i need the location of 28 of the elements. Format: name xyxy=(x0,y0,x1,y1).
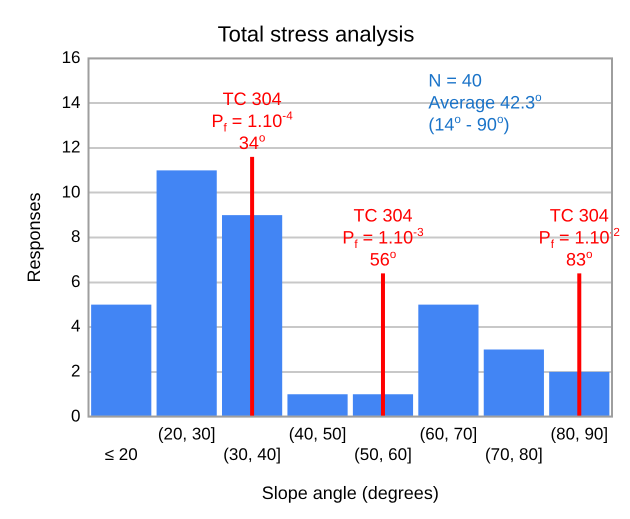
y-tick-label: 8 xyxy=(71,227,81,246)
bar xyxy=(222,215,282,416)
bar xyxy=(352,394,414,416)
bar xyxy=(91,304,152,416)
x-tick-label: (40, 50] xyxy=(288,424,346,444)
x-tick-label: (30, 40] xyxy=(223,444,281,464)
y-tick-label: 14 xyxy=(62,92,81,112)
y-tick-label: 6 xyxy=(71,272,81,291)
x-tick-label: (70, 80] xyxy=(485,444,543,464)
x-axis-title: Slope angle (degrees) xyxy=(262,483,439,504)
bar xyxy=(287,394,348,416)
x-tick-label: (60, 70] xyxy=(420,424,478,444)
x-tick-label: (80, 90] xyxy=(550,424,608,444)
x-tick-label: (20, 30] xyxy=(158,424,216,444)
y-axis-title: Responses xyxy=(24,192,44,283)
x-tick-label: (50, 60] xyxy=(354,444,412,464)
y-tick-label: 12 xyxy=(62,138,81,157)
bar xyxy=(484,349,544,416)
y-tick-label: 4 xyxy=(71,316,81,336)
x-tick-label: ≤ 20 xyxy=(104,444,138,464)
bar xyxy=(156,170,217,416)
bar xyxy=(549,372,610,416)
y-tick-label: 10 xyxy=(62,182,81,202)
y-tick-label: 0 xyxy=(71,406,81,426)
y-tick-label: 2 xyxy=(71,362,81,381)
y-tick-label: 16 xyxy=(62,48,81,68)
chart-title: Total stress analysis xyxy=(218,21,414,46)
bar xyxy=(418,304,479,416)
